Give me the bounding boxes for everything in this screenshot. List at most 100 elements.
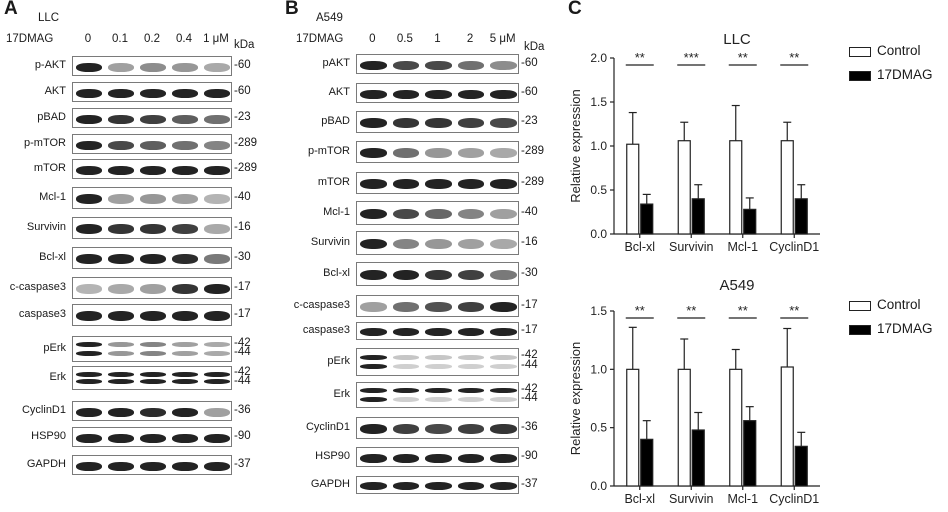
blot-kda-marker: -40 xyxy=(521,206,538,218)
blot-band xyxy=(204,284,230,294)
legend-label: Control xyxy=(877,297,921,312)
blot-band xyxy=(490,238,517,250)
y-tick-label: 0.5 xyxy=(590,183,607,197)
panel-c-letter: C xyxy=(568,0,582,19)
blot-strip xyxy=(72,217,232,239)
bar-control xyxy=(677,140,691,235)
blot-band xyxy=(392,424,420,434)
blot-label: p-AKT xyxy=(34,59,66,71)
blot-band xyxy=(490,396,517,402)
blot-kda-marker: -17 xyxy=(234,308,251,320)
blot-band xyxy=(360,179,387,189)
blot-band xyxy=(457,208,485,220)
significance-stars: ** xyxy=(738,50,748,65)
y-tick-label: 0.0 xyxy=(590,479,607,493)
blot-strip xyxy=(72,455,232,475)
blot-band xyxy=(360,60,387,70)
blot-band xyxy=(457,396,485,402)
a-dose-3: 0.4 xyxy=(176,33,192,45)
blot-band xyxy=(140,461,166,471)
blot-label: c-caspase3 xyxy=(293,299,350,311)
blot-kda-marker: -289 xyxy=(521,176,545,188)
blot-band xyxy=(76,284,102,294)
blot-band xyxy=(392,327,420,337)
blot-band xyxy=(490,148,517,158)
blot-strip xyxy=(356,382,519,408)
blot-band xyxy=(204,165,230,175)
blot-label: mTOR xyxy=(33,162,66,174)
y-axis-label: Relative expression xyxy=(568,342,583,455)
bar-17dmag xyxy=(691,198,705,235)
blot-label: AKT xyxy=(44,85,66,97)
legend-swatch-17dmag xyxy=(849,325,871,335)
blot-kda-marker: -40 xyxy=(234,191,251,203)
blot-band xyxy=(204,407,230,417)
blot-strip xyxy=(356,172,519,194)
blot-label: HSP90 xyxy=(315,450,350,462)
a-dose-0: 0 xyxy=(84,33,92,45)
blot-band xyxy=(204,311,230,321)
blot-band xyxy=(204,433,230,443)
blot-band xyxy=(425,269,452,281)
x-tick-label: Mcl-1 xyxy=(727,240,758,254)
blot-band xyxy=(140,407,166,417)
blot-band xyxy=(490,424,517,434)
blot-band xyxy=(76,224,102,234)
blot-band xyxy=(204,254,230,264)
x-tick-label: CyclinD1 xyxy=(769,240,819,254)
blot-band xyxy=(360,327,387,337)
blot-band xyxy=(140,165,166,175)
blot-kda-marker: -44 xyxy=(234,374,251,387)
blot-band xyxy=(76,342,102,348)
blot-band xyxy=(140,433,166,443)
blot-kda-marker: -37 xyxy=(521,478,538,490)
blot-band xyxy=(490,60,517,70)
blot-kda-marker: -42 xyxy=(234,336,251,349)
blot-band xyxy=(457,179,485,189)
blot-kda-marker: -23 xyxy=(521,115,538,127)
legend-label: 17DMAG xyxy=(877,321,933,336)
a-dose-4: 1 μM xyxy=(203,33,229,45)
blot-strip xyxy=(356,141,519,163)
blot-band xyxy=(140,62,166,72)
b-dose-0: 0 xyxy=(369,33,376,45)
blot-label: CyclinD1 xyxy=(21,404,66,416)
blot-strip xyxy=(72,159,232,179)
blot-label: Mcl-1 xyxy=(39,191,66,203)
blot-band xyxy=(392,179,420,189)
blot-kda-marker: -289 xyxy=(521,145,545,157)
blot-band xyxy=(457,363,485,369)
blot-band xyxy=(392,302,420,312)
legend-swatch-control xyxy=(849,301,871,311)
blot-band xyxy=(140,114,166,124)
blot-kda-marker: -42 xyxy=(521,382,538,395)
blot-strip xyxy=(72,82,232,102)
blot-kda-marker: -17 xyxy=(521,324,538,336)
blot-band xyxy=(457,424,485,434)
blot-band xyxy=(140,194,166,204)
blot-label: pBAD xyxy=(37,111,66,123)
blot-band xyxy=(360,363,387,369)
chart-title: LLC xyxy=(723,31,751,48)
blot-band xyxy=(172,62,198,72)
blot-band xyxy=(108,342,134,348)
blot-band xyxy=(425,327,452,337)
blot-band xyxy=(76,407,102,417)
blot-band xyxy=(490,89,517,99)
blot-band xyxy=(457,118,485,128)
blot-band xyxy=(392,396,420,402)
blot-strip xyxy=(72,336,232,362)
blot-kda-marker: -44 xyxy=(521,392,538,405)
blot-band xyxy=(360,453,387,463)
blot-band xyxy=(392,269,420,281)
panel-b-kda-unit: kDa xyxy=(524,41,545,53)
bar-17dmag xyxy=(794,198,808,235)
blot-band xyxy=(108,433,134,443)
blot-band xyxy=(392,238,420,250)
blot-kda-marker: -17 xyxy=(234,281,251,293)
blot-band xyxy=(204,371,230,377)
blot-strip xyxy=(356,417,519,439)
blot-band xyxy=(490,327,517,337)
blot-strip xyxy=(356,476,519,494)
blot-band xyxy=(172,350,198,356)
